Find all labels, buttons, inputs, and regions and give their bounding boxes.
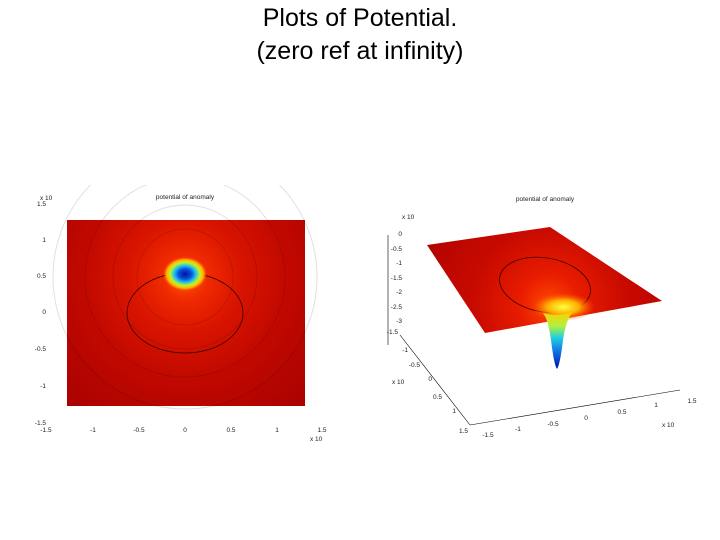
right-z-ticks: 0 -0.5 -1 -1.5 -2 -2.5 -3 <box>391 231 403 325</box>
left-x-ticks: -1.5 -1 -0.5 0 0.5 1 1.5 <box>40 427 326 434</box>
left-contours <box>52 185 318 410</box>
left-y-tick: 1 <box>42 237 46 244</box>
right-y-tick: -0.5 <box>409 362 421 369</box>
left-x-tick: 1 <box>275 427 279 434</box>
right-x-tick: 1.5 <box>687 398 696 405</box>
right-y-ticks: -1.5 -1 -0.5 0 0.5 1 1.5 <box>387 329 469 435</box>
right-y-exponent: x 10 <box>392 379 405 386</box>
left-y-ticks: 1.5 1 0.5 0 -0.5 -1 -1.5 <box>35 201 47 427</box>
right-y-tick: 0.5 <box>433 394 442 401</box>
left-potential-plot: potential of anomaly x 10 x 10 1.5 1 0.5… <box>35 185 327 443</box>
left-x-exponent: x 10 <box>310 436 323 443</box>
right-surface <box>427 227 662 333</box>
right-z-tick: -1.5 <box>391 275 403 282</box>
left-y-tick: 1.5 <box>37 201 46 208</box>
right-x-tick: -0.5 <box>547 421 559 428</box>
left-x-tick: -1 <box>90 427 96 434</box>
right-z-tick: -2.5 <box>391 304 403 311</box>
right-x-tick: -1 <box>515 426 521 433</box>
right-y-tick: -1 <box>402 347 408 354</box>
right-x-exponent: x 10 <box>662 422 675 429</box>
left-y-exponent: x 10 <box>40 195 53 202</box>
left-x-tick: 0.5 <box>226 427 235 434</box>
right-z-tick: 0 <box>398 231 402 238</box>
slide-title-line1: Plots of Potential. <box>262 4 458 32</box>
right-z-tick: -3 <box>396 318 402 325</box>
right-potential-plot: potential of anomaly x 10 0 -0.5 -1 -1.5… <box>387 196 697 439</box>
left-y-tick: -1.5 <box>35 420 47 427</box>
left-x-tick: -0.5 <box>133 427 145 434</box>
right-y-axis <box>399 334 471 426</box>
left-plot-area <box>67 220 305 406</box>
right-z-tick: -2 <box>396 289 402 296</box>
right-plot-title: potential of anomaly <box>516 196 575 203</box>
right-y-tick: 1 <box>452 408 456 415</box>
right-x-axis <box>469 389 681 426</box>
right-x-tick: 1 <box>654 402 658 409</box>
left-x-tick: -1.5 <box>40 427 52 434</box>
right-y-tick: 0 <box>428 376 432 383</box>
right-x-tick: -1.5 <box>482 432 494 439</box>
left-y-tick: 0.5 <box>37 273 46 280</box>
left-x-tick: 0 <box>183 427 187 434</box>
left-plot-title: potential of anomaly <box>156 194 215 201</box>
left-y-tick: -0.5 <box>35 346 47 353</box>
right-z-exponent: x 10 <box>402 214 415 221</box>
right-y-tick: 1.5 <box>459 428 468 435</box>
right-z-tick: -0.5 <box>391 246 403 253</box>
right-x-ticks: -1.5 -1 -0.5 0 0.5 1 1.5 <box>482 398 696 439</box>
slide-title: Plots of Potential. (zero ref at infinit… <box>0 2 720 68</box>
right-anomaly-well <box>543 312 573 369</box>
right-z-tick: -1 <box>396 260 402 267</box>
right-x-tick: 0.5 <box>617 409 626 416</box>
left-x-tick: 1.5 <box>317 427 326 434</box>
left-anomaly <box>163 257 207 291</box>
right-x-tick: 0 <box>584 415 588 422</box>
right-y-tick: -1.5 <box>387 329 399 336</box>
left-y-tick: 0 <box>42 309 46 316</box>
left-y-tick: -1 <box>40 383 46 390</box>
slide-title-line2: (zero ref at infinity) <box>256 37 464 65</box>
